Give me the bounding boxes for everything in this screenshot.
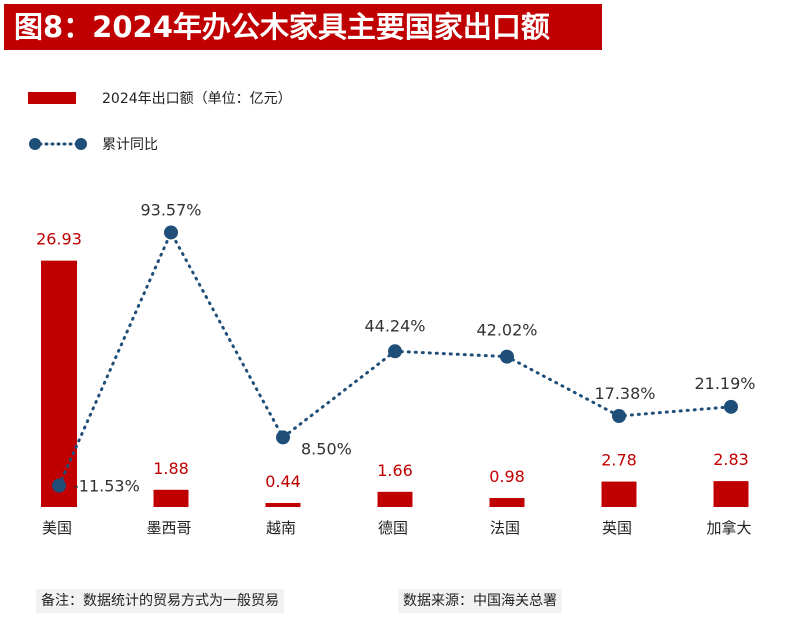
x-tick-label: 法国 [490, 519, 520, 537]
growth-value-label: 93.57% [140, 200, 201, 219]
growth-line [57, 229, 733, 488]
source-note: 数据来源：中国海关总署 [398, 589, 562, 613]
bar-value-label: 2.78 [601, 451, 637, 470]
growth-value-label: 8.50% [301, 439, 352, 458]
growth-point-墨西哥 [164, 225, 178, 240]
growth-point-英国 [612, 408, 626, 423]
legend-bar-swatch [28, 92, 76, 104]
bar-value-label: 0.44 [265, 472, 301, 491]
x-tick-label: 美国 [42, 519, 72, 537]
bar-美国 [41, 260, 77, 507]
growth-point-越南 [276, 430, 290, 445]
growth-value-label: 42.02% [476, 321, 537, 340]
growth-value-label: 17.38% [594, 384, 655, 403]
legend-bar-label: 2024年出口额（单位：亿元） [102, 91, 292, 107]
x-tick-label: 加拿大 [706, 519, 751, 537]
legend-line-label: 累计同比 [102, 137, 158, 153]
growth-value-label: 44.24% [364, 316, 425, 335]
legend-item-bar: 2024年出口额（单位：亿元） [28, 86, 292, 110]
bar-value-label: 26.93 [36, 230, 82, 249]
bar-value-label: 0.98 [489, 467, 525, 486]
bar-value-label: 1.88 [153, 459, 189, 478]
growth-point-法国 [500, 349, 514, 364]
growth-point-德国 [388, 344, 402, 359]
growth-value-label: -11.53% [73, 477, 140, 496]
bar-德国 [377, 491, 413, 507]
bar-value-label: 1.66 [377, 461, 413, 480]
bar-法国 [489, 498, 525, 507]
remark-note: 备注：数据统计的贸易方式为一般贸易 [36, 589, 284, 613]
growth-point-加拿大 [724, 399, 738, 414]
bar-越南 [265, 502, 301, 507]
bar-墨西哥 [153, 489, 189, 507]
bar-value-label: 2.83 [713, 450, 749, 469]
x-tick-label: 墨西哥 [146, 519, 191, 537]
bar-加拿大 [713, 481, 749, 507]
legend-item-line: 累计同比 [28, 132, 158, 156]
bar-英国 [601, 481, 637, 507]
legend-line-swatch [29, 138, 87, 150]
growth-value-label: 21.19% [694, 374, 755, 393]
chart-title: 图8：2024年办公木家具主要国家出口额 [4, 4, 602, 50]
x-tick-label: 英国 [602, 519, 632, 537]
x-tick-label: 德国 [378, 519, 408, 537]
x-tick-label: 越南 [266, 519, 296, 537]
growth-point-美国 [52, 478, 66, 493]
